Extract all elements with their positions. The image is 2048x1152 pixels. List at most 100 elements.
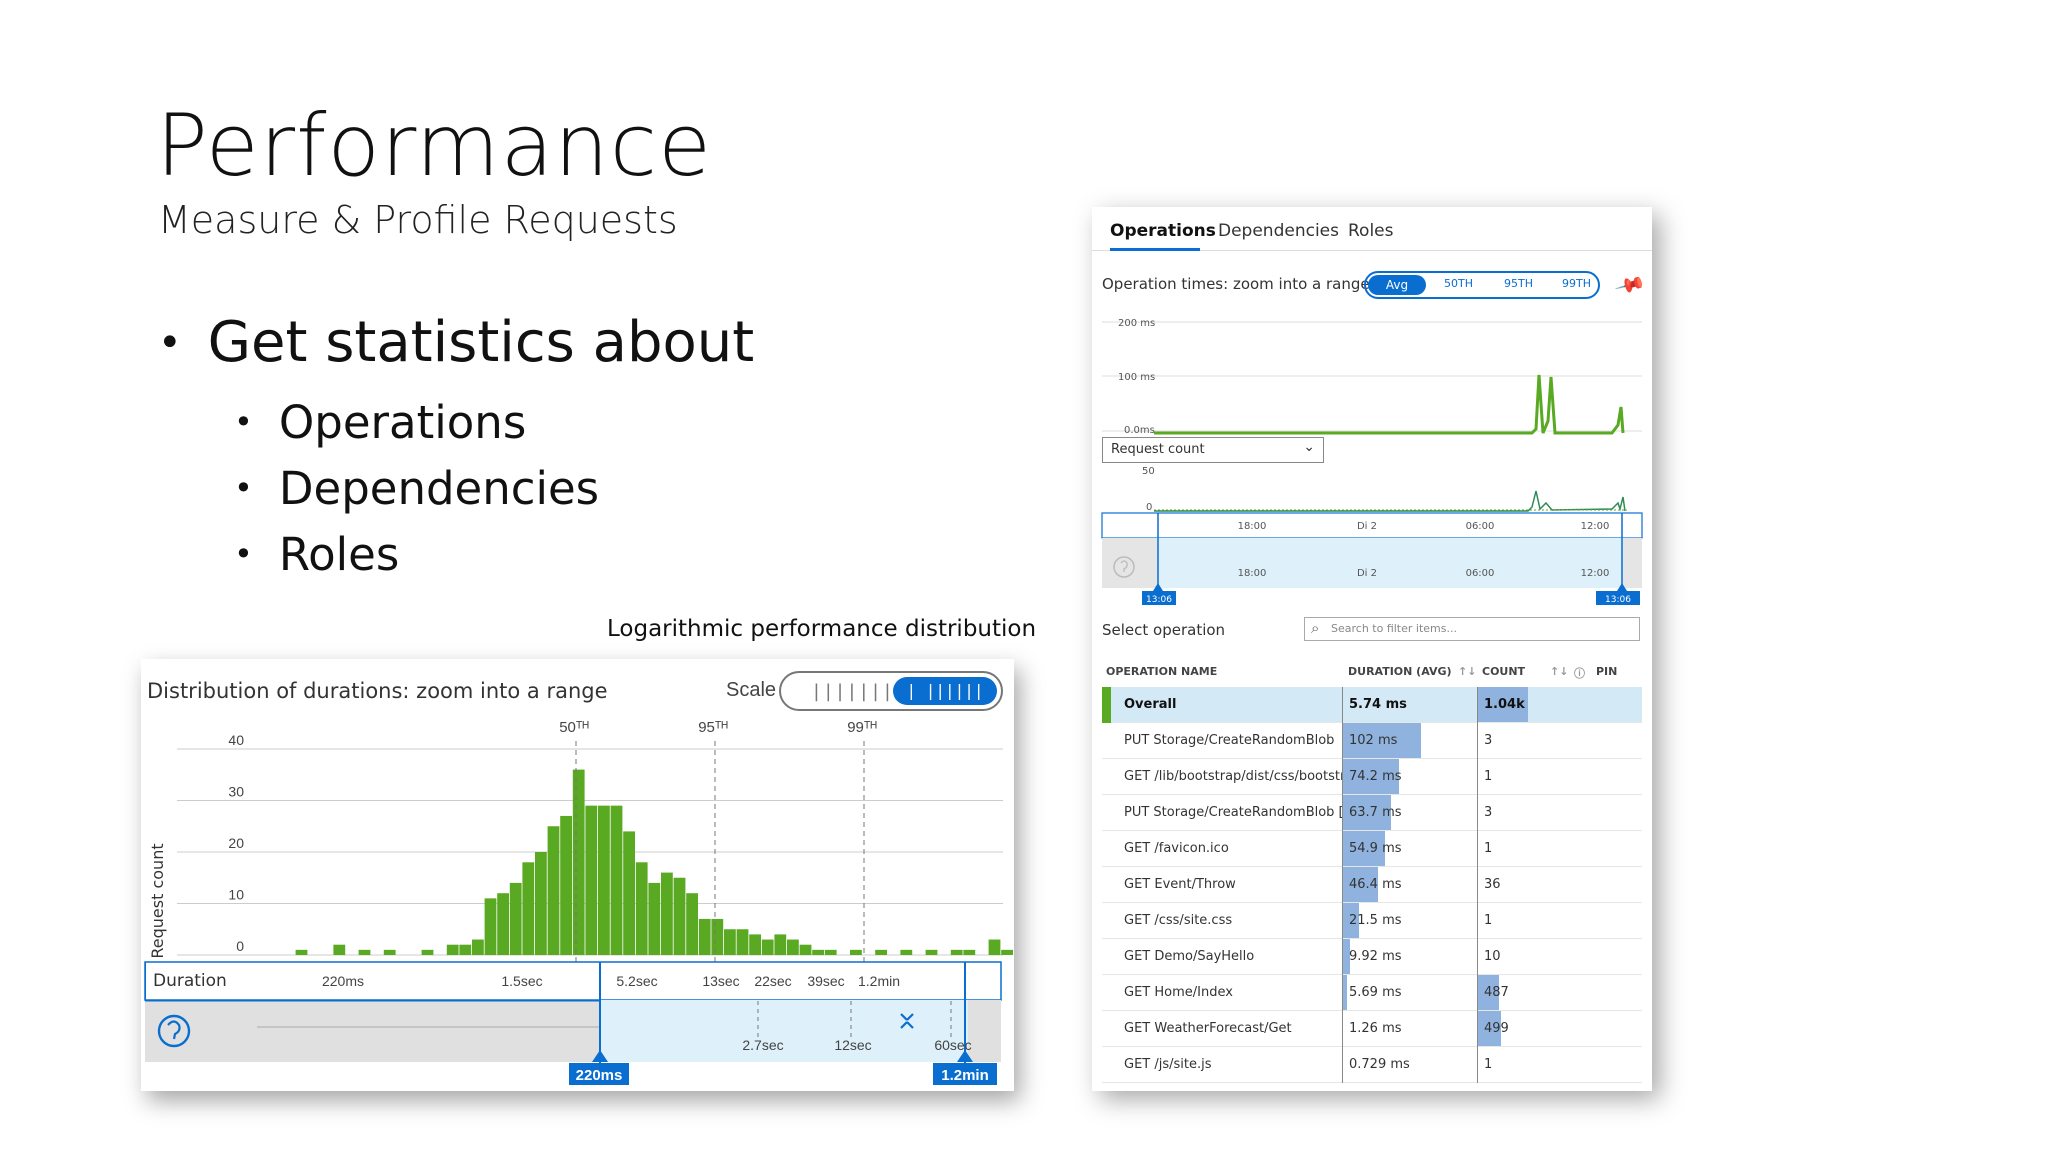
histogram-bar[interactable]: [963, 949, 976, 955]
pct-option-avg[interactable]: Avg: [1368, 275, 1426, 295]
time-tick: 12:00: [1581, 521, 1610, 532]
histogram-bar[interactable]: [635, 862, 648, 955]
distribution-chart[interactable]: 40 30 20 10 0 Request count 50ᵀᴴ 95ᵀᴴ 99ᵀᴴ Dur…: [141, 659, 1014, 1091]
sub-bullet-list: • Operations • Dependencies • Roles: [234, 389, 754, 587]
time-range-selection[interactable]: [1158, 538, 1622, 588]
histogram-bar[interactable]: [333, 944, 346, 955]
histogram-bar[interactable]: [472, 939, 484, 955]
operation-name: GET Home/Index: [1124, 985, 1233, 1000]
histogram-bar[interactable]: [950, 949, 963, 955]
histogram-bar[interactable]: [497, 893, 509, 955]
table-row[interactable]: GET Home/Index 5.69 ms 487: [1102, 975, 1642, 1011]
time-tick: 12:00: [1581, 568, 1610, 579]
histogram-bar[interactable]: [610, 805, 623, 955]
histogram-bar[interactable]: [484, 898, 497, 955]
lower-tick-label: 60sec: [934, 1037, 971, 1053]
pct-option-50[interactable]: 50TH: [1444, 277, 1473, 290]
histogram-bar[interactable]: [749, 934, 761, 955]
operations-panel: Operations Dependencies Roles Operation …: [1092, 207, 1652, 1091]
histogram-bar[interactable]: [522, 862, 535, 955]
table-row[interactable]: GET /js/site.js 0.729 ms 1: [1102, 1047, 1642, 1083]
histogram-bar[interactable]: [736, 929, 749, 955]
table-row[interactable]: PUT Storage/CreateRandomBlob 102 ms 3: [1102, 723, 1642, 759]
duration-value: 5.69 ms: [1349, 985, 1402, 1000]
histogram-bar[interactable]: [686, 893, 698, 955]
histogram-bar[interactable]: [1001, 949, 1013, 955]
col-count[interactable]: COUNT: [1482, 665, 1526, 678]
table-row[interactable]: GET WeatherForecast/Get 1.26 ms 499: [1102, 1011, 1642, 1047]
sort-icon[interactable]: ↑↓: [1458, 665, 1477, 678]
histogram-bar[interactable]: [459, 944, 472, 955]
histogram-bar[interactable]: [572, 769, 585, 955]
histogram-bar[interactable]: [988, 939, 1001, 955]
histogram-bar[interactable]: [787, 939, 799, 955]
scale-linear-option[interactable]: |||||||: [811, 681, 894, 702]
reset-zoom-icon[interactable]: [1113, 556, 1135, 578]
time-tick: 18:00: [1238, 521, 1267, 532]
metric-select[interactable]: Request count ⌄: [1102, 437, 1324, 463]
histogram-bar[interactable]: [585, 805, 598, 955]
histogram-bar[interactable]: [673, 877, 686, 955]
scale-toggle[interactable]: ||||||| | ||||||: [779, 671, 1003, 711]
reset-zoom-icon[interactable]: [157, 1014, 191, 1048]
histogram-bar[interactable]: [875, 949, 887, 955]
active-tab-indicator: [1110, 248, 1200, 251]
tab-roles[interactable]: Roles: [1348, 221, 1394, 241]
operation-name: GET /css/site.css: [1124, 913, 1233, 928]
histogram-bar[interactable]: [509, 882, 522, 955]
histogram-bar[interactable]: [648, 882, 661, 955]
histogram-bar[interactable]: [925, 949, 938, 955]
table-row[interactable]: GET /css/site.css 21.5 ms 1: [1102, 903, 1642, 939]
operation-times-chart[interactable]: 200 ms 100 ms 0.0ms 50 0 18:00 Di 2 06:0…: [1092, 207, 1652, 627]
scale-log-option[interactable]: | ||||||: [893, 677, 997, 705]
col-operation-name[interactable]: OPERATION NAME: [1106, 665, 1218, 678]
histogram-bar[interactable]: [661, 872, 673, 955]
histogram-bar[interactable]: [761, 939, 774, 955]
search-input[interactable]: ⌕ Search to filter items...: [1304, 617, 1640, 641]
histogram-bar[interactable]: [446, 944, 459, 955]
histogram-bar[interactable]: [799, 944, 812, 955]
histogram-bar[interactable]: [900, 949, 913, 955]
duration-value: 0.729 ms: [1349, 1057, 1410, 1072]
histogram-bar[interactable]: [421, 949, 434, 955]
histogram-bar[interactable]: [560, 815, 572, 955]
histogram-bar[interactable]: [698, 918, 711, 955]
histogram-bar[interactable]: [383, 949, 396, 955]
table-row[interactable]: Overall 5.74 ms 1.04k: [1102, 687, 1642, 723]
col-duration[interactable]: DURATION (AVG): [1348, 665, 1452, 678]
table-row[interactable]: GET Event/Throw 46.4 ms 36: [1102, 867, 1642, 903]
histogram-bar[interactable]: [598, 805, 610, 955]
pct-option-99[interactable]: 99TH: [1562, 277, 1591, 290]
count-bar: [1478, 687, 1528, 722]
histogram-bar[interactable]: [295, 949, 308, 955]
histogram-bar[interactable]: [623, 831, 635, 955]
tab-dependencies[interactable]: Dependencies: [1218, 221, 1339, 241]
y-tick-label: 200 ms: [1118, 318, 1155, 329]
histogram-bar[interactable]: [358, 949, 371, 955]
range-start-marker: [569, 1063, 629, 1085]
count-bar: [1478, 975, 1500, 1010]
collapse-icon[interactable]: [900, 1013, 914, 1029]
percentile-toggle[interactable]: Avg 50TH 95TH 99TH: [1364, 271, 1600, 299]
y-axis-label: Request count: [148, 843, 167, 958]
table-row[interactable]: GET /favicon.ico 54.9 ms 1: [1102, 831, 1642, 867]
histogram-bar[interactable]: [547, 826, 560, 955]
histogram-bar[interactable]: [850, 949, 862, 955]
tab-operations[interactable]: Operations: [1110, 221, 1216, 241]
y-tick-label: 0.0ms: [1124, 425, 1155, 436]
histogram-bar[interactable]: [724, 929, 736, 955]
histogram-bar[interactable]: [812, 949, 824, 955]
histogram-bar[interactable]: [535, 852, 547, 955]
range-selection[interactable]: [600, 1000, 968, 1062]
table-row[interactable]: PUT Storage/CreateRandomBlob [fi... 63.7 …: [1102, 795, 1642, 831]
table-row[interactable]: GET Demo/SayHello 9.92 ms 10: [1102, 939, 1642, 975]
histogram-bar[interactable]: [824, 949, 837, 955]
table-row[interactable]: GET /lib/bootstrap/dist/css/bootstr... 74…: [1102, 759, 1642, 795]
col-pin[interactable]: PIN: [1596, 665, 1618, 678]
pct-option-95[interactable]: 95TH: [1504, 277, 1533, 290]
count-value: 499: [1484, 1021, 1509, 1036]
sort-icon[interactable]: ↑↓: [1550, 665, 1569, 678]
histogram-bar[interactable]: [774, 934, 787, 955]
time-tick: Di 2: [1357, 568, 1377, 579]
histogram-bar[interactable]: [711, 918, 724, 955]
